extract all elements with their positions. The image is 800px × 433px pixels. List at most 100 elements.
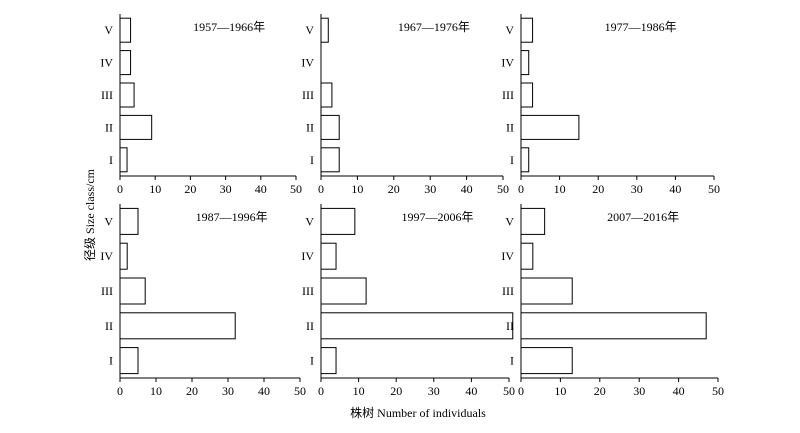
x-tick-label: 50 — [497, 182, 509, 196]
panel-title: 1967—1976年 — [398, 20, 470, 34]
y-tick-label: I — [510, 153, 514, 167]
bar — [119, 50, 132, 76]
bar — [520, 242, 534, 270]
bar — [119, 207, 139, 235]
x-tick-label: 30 — [633, 384, 645, 398]
x-tick-label: 50 — [503, 384, 515, 398]
y-tick-label: IV — [100, 56, 113, 70]
bar — [320, 114, 340, 140]
x-tick-label: 20 — [184, 182, 196, 196]
bar — [520, 207, 546, 235]
bar — [520, 82, 534, 108]
bar — [320, 347, 337, 375]
y-tick-label: I — [310, 153, 314, 167]
y-tick-label: II — [105, 319, 113, 333]
x-tick-label: 40 — [255, 182, 267, 196]
bar — [320, 312, 514, 340]
y-tick-label: III — [302, 284, 314, 298]
bar — [520, 347, 573, 375]
y-tick-label: I — [109, 153, 113, 167]
y-tick-label: III — [101, 88, 113, 102]
x-tick-label: 10 — [150, 384, 162, 398]
bar — [320, 82, 333, 108]
bar — [520, 277, 573, 305]
y-tick-label: II — [306, 120, 314, 134]
bar — [119, 82, 135, 108]
bar — [320, 242, 337, 270]
y-tick-label: III — [502, 88, 514, 102]
bar — [320, 277, 367, 305]
bar — [520, 114, 580, 140]
y-tick-label: V — [505, 23, 514, 37]
x-tick-label: 30 — [428, 384, 440, 398]
x-axis-label: 株树 Number of individuals — [350, 405, 486, 420]
x-tick-label: 40 — [673, 384, 685, 398]
y-tick-label: V — [505, 214, 514, 228]
x-tick-label: 10 — [554, 384, 566, 398]
x-tick-label: 50 — [712, 384, 724, 398]
bar — [119, 277, 146, 305]
x-tick-label: 40 — [258, 384, 270, 398]
bar — [119, 347, 139, 375]
y-axis-label: 径级 Size class/cm — [83, 168, 97, 261]
bar — [520, 147, 530, 173]
bar — [520, 17, 534, 43]
y-tick-label: IV — [501, 56, 514, 70]
y-tick-label: V — [305, 214, 314, 228]
y-tick-label: V — [104, 214, 113, 228]
bar — [119, 312, 236, 340]
bar — [320, 17, 329, 43]
bar — [520, 50, 530, 76]
y-tick-label: III — [502, 284, 514, 298]
x-tick-label: 50 — [294, 384, 306, 398]
x-tick-label: 0 — [518, 384, 524, 398]
x-tick-label: 30 — [222, 384, 234, 398]
bar — [119, 17, 132, 43]
panel-title: 1957—1966年 — [193, 20, 265, 34]
x-tick-label: 40 — [461, 182, 473, 196]
x-tick-label: 20 — [390, 384, 402, 398]
x-tick-label: 10 — [554, 182, 566, 196]
y-tick-label: II — [306, 319, 314, 333]
bar — [520, 312, 707, 340]
y-tick-label: IV — [301, 249, 314, 263]
bar — [119, 147, 128, 173]
bar — [320, 147, 340, 173]
y-tick-label: V — [305, 23, 314, 37]
y-tick-label: II — [506, 120, 514, 134]
y-tick-label: III — [101, 284, 113, 298]
y-tick-label: IV — [301, 56, 314, 70]
panel-title: 1987—1996年 — [196, 210, 268, 224]
x-tick-label: 40 — [669, 182, 681, 196]
x-tick-label: 50 — [708, 182, 720, 196]
x-tick-label: 40 — [465, 384, 477, 398]
x-tick-label: 0 — [117, 182, 123, 196]
x-tick-label: 20 — [592, 182, 604, 196]
y-tick-label: I — [109, 354, 113, 368]
x-tick-label: 0 — [318, 384, 324, 398]
bar — [119, 114, 153, 140]
y-tick-label: III — [302, 88, 314, 102]
y-tick-label: I — [510, 354, 514, 368]
x-tick-label: 10 — [351, 182, 363, 196]
x-tick-label: 20 — [186, 384, 198, 398]
x-tick-label: 30 — [631, 182, 643, 196]
y-tick-label: IV — [100, 249, 113, 263]
y-tick-label: IV — [501, 249, 514, 263]
panel-title: 2007—2016年 — [607, 210, 679, 224]
x-tick-label: 0 — [117, 384, 123, 398]
x-tick-label: 20 — [594, 384, 606, 398]
x-tick-label: 10 — [149, 182, 161, 196]
bar — [320, 207, 356, 235]
x-tick-label: 10 — [353, 384, 365, 398]
x-tick-label: 0 — [518, 182, 524, 196]
x-tick-label: 30 — [220, 182, 232, 196]
